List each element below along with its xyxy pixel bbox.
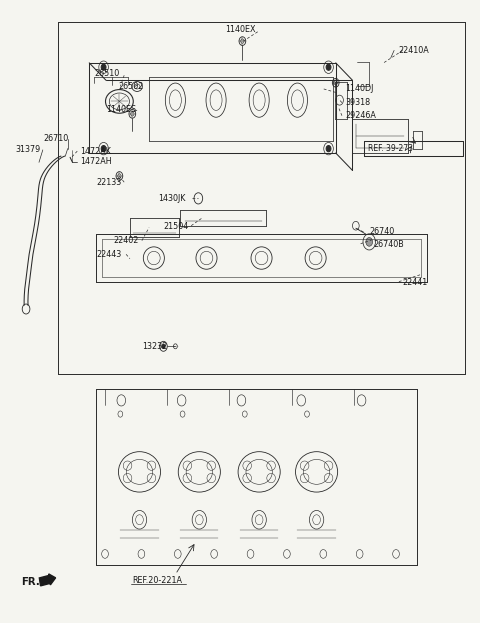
Text: 13232: 13232 <box>142 343 167 351</box>
Circle shape <box>366 237 372 246</box>
Text: 29246A: 29246A <box>345 111 376 120</box>
Text: 22133: 22133 <box>96 178 121 187</box>
Text: 26502: 26502 <box>118 82 144 91</box>
Circle shape <box>326 146 331 152</box>
Text: REF. 39-273: REF. 39-273 <box>368 144 413 153</box>
Text: 1430JK: 1430JK <box>158 194 186 203</box>
Text: 39318: 39318 <box>345 98 371 107</box>
Text: FR.: FR. <box>21 577 39 587</box>
FancyArrow shape <box>39 574 56 586</box>
Text: REF.20-221A: REF.20-221A <box>132 576 182 584</box>
Text: 1140DJ: 1140DJ <box>345 85 373 93</box>
Text: 1472AH: 1472AH <box>80 156 111 166</box>
Text: 1140ES: 1140ES <box>106 105 136 114</box>
Text: 31379: 31379 <box>15 145 40 155</box>
Text: 22441: 22441 <box>403 278 428 287</box>
Text: 26510: 26510 <box>94 69 119 78</box>
Circle shape <box>326 64 331 70</box>
Text: 1140EX: 1140EX <box>225 26 255 34</box>
Text: 26740B: 26740B <box>373 240 404 249</box>
Circle shape <box>101 64 106 70</box>
Text: 21504: 21504 <box>163 222 189 232</box>
Text: 22410A: 22410A <box>398 46 429 55</box>
Circle shape <box>161 344 165 349</box>
Text: 26740: 26740 <box>369 227 395 237</box>
Text: 22402: 22402 <box>113 236 139 245</box>
Circle shape <box>101 146 106 152</box>
Text: 26710: 26710 <box>44 134 69 143</box>
Text: 1472AK: 1472AK <box>80 146 110 156</box>
Text: 22443: 22443 <box>96 250 121 259</box>
